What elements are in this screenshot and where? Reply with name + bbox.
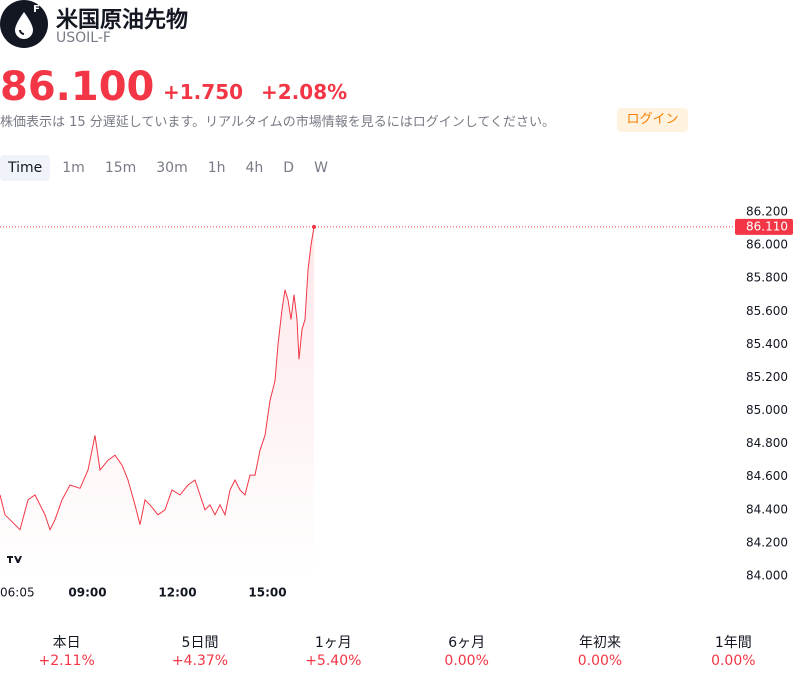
period-change: +5.40%: [305, 653, 362, 669]
period-change: +4.37%: [171, 653, 229, 669]
period-label: 5日間: [181, 635, 219, 651]
login-button[interactable]: ログイン: [617, 108, 688, 132]
period-label: 1ヶ月: [314, 635, 352, 651]
change: +1.750: [163, 80, 244, 104]
chart: 84.000 84.200 84.400 84.600 84.800 85.000 85.2…: [0, 205, 793, 600]
period-label: 1年間: [714, 635, 752, 651]
x-tick-label: 06:05: [0, 586, 35, 600]
y-tick-label: 85.800: [746, 271, 788, 285]
symbol: USOIL-F: [56, 30, 111, 46]
interval-tab[interactable]: D: [283, 160, 295, 176]
y-tick-label: 86.200: [746, 205, 788, 219]
performance-item: 6ヶ月 0.00%: [400, 634, 533, 670]
drop-icon: [15, 12, 33, 39]
last-price-label: 86.110: [746, 219, 788, 233]
performance-item: 年初来 0.00%: [533, 634, 666, 670]
delay-notice: 株価表示は 15 分遅延しています。リアルタイムの市場情報を見るにはログインして…: [0, 115, 555, 130]
interval-tab[interactable]: 30m: [156, 160, 188, 176]
y-tick-label: 85.200: [746, 370, 788, 384]
performance-item: 1ヶ月 +5.40%: [267, 634, 400, 670]
period-change: 0.00%: [444, 653, 489, 669]
period-change: 0.00%: [711, 653, 756, 669]
y-tick-label: 84.200: [746, 535, 788, 549]
period-label: 本日: [52, 635, 81, 651]
interval-tab[interactable]: 1m: [62, 160, 85, 176]
y-tick-label: 84.400: [746, 502, 788, 516]
interval-tab[interactable]: 4h: [245, 160, 264, 176]
period-change: 0.00%: [577, 653, 623, 669]
price: 86.100: [0, 64, 155, 110]
x-tick-label: 15:00: [248, 586, 286, 600]
performance-item: 5日間 +4.37%: [133, 634, 266, 670]
symbol-icon: F: [0, 0, 48, 48]
title: 米国原油先物: [56, 8, 189, 33]
y-tick-label: 85.400: [746, 337, 788, 351]
y-tick-label: 84.600: [746, 469, 788, 483]
y-tick-label: 85.600: [746, 304, 788, 318]
y-tick-label: 86.000: [746, 238, 788, 252]
y-tick-label: 85.000: [746, 403, 788, 417]
y-tick-label: 84.000: [746, 569, 788, 583]
performance-item: 本日 +2.11%: [0, 634, 133, 670]
interval-tab[interactable]: Time: [0, 155, 51, 181]
price-line: [0, 226, 315, 532]
last-price-box: [735, 218, 793, 235]
interval-tab[interactable]: 15m: [104, 160, 137, 176]
performance-row: 本日 +2.11% 5日間 +4.37% 1ヶ月 +5.40% 6ヶ月 0.00% 年初来 0.0…: [0, 634, 800, 670]
period-change: +2.11%: [38, 653, 95, 669]
performance-item: 1年間 0.00%: [667, 634, 800, 670]
last-point: [312, 224, 316, 229]
icon-badge: F: [33, 4, 40, 15]
price-area: [0, 226, 314, 576]
y-tick-label: 84.800: [746, 436, 788, 450]
change-percent: +2.08%: [261, 80, 348, 104]
interval-tab[interactable]: W: [314, 160, 328, 176]
period-label: 年初来: [578, 635, 621, 651]
x-tick-label: 12:00: [158, 586, 196, 600]
x-tick-label: 09:00: [68, 586, 106, 600]
interval-tab[interactable]: 1h: [207, 160, 226, 176]
interval-tabs: Time 1m 15m 30m 1h 4h D W: [0, 155, 340, 181]
period-label: 6ヶ月: [448, 635, 486, 651]
tv-logo: [4, 551, 24, 567]
